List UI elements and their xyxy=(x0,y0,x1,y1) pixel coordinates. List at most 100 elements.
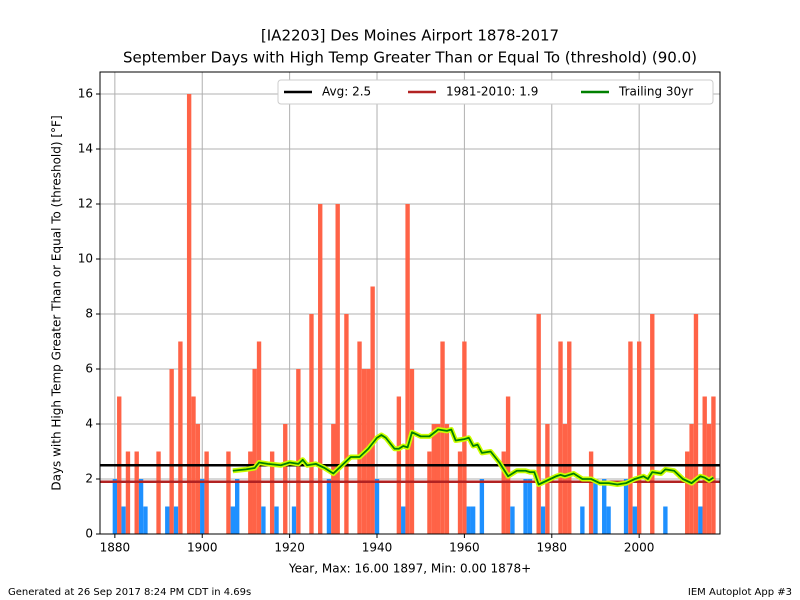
legend-label: 1981-2010: 1.9 xyxy=(446,85,538,99)
bar xyxy=(344,314,349,534)
bar xyxy=(632,506,637,534)
bar xyxy=(663,506,668,534)
bar xyxy=(562,424,568,534)
x-tick-label: 1880 xyxy=(100,541,131,555)
bar xyxy=(479,479,485,534)
bar xyxy=(527,479,533,534)
bar xyxy=(444,424,450,534)
bar xyxy=(269,451,275,534)
chart-title: [IA2203] Des Moines Airport 1878-2017 xyxy=(261,27,559,45)
bar xyxy=(440,341,445,534)
x-tick-label: 1920 xyxy=(274,541,305,555)
bar xyxy=(636,341,642,534)
bar xyxy=(523,479,528,534)
x-tick-label: 1900 xyxy=(187,541,218,555)
bar xyxy=(650,314,655,534)
bar xyxy=(689,424,694,534)
bar xyxy=(235,479,240,534)
bar xyxy=(138,479,144,534)
bar xyxy=(401,506,406,534)
y-tick-label: 0 xyxy=(85,527,93,541)
bar xyxy=(427,451,432,534)
bar xyxy=(628,341,633,534)
bar xyxy=(567,341,572,534)
bar xyxy=(134,451,139,534)
line xyxy=(232,428,714,486)
bar xyxy=(261,506,266,534)
bar xyxy=(335,204,340,534)
bar xyxy=(457,451,463,534)
footer-right: IEM Autoplot App #3 xyxy=(688,587,792,598)
bar xyxy=(200,479,205,534)
bar xyxy=(588,451,594,534)
bar xyxy=(593,479,598,534)
x-tick-label: 2000 xyxy=(624,541,655,555)
bar xyxy=(580,506,585,534)
bar xyxy=(558,341,563,534)
plot-frame xyxy=(99,71,721,535)
bar xyxy=(698,506,703,534)
bar xyxy=(283,424,288,534)
bar xyxy=(435,424,441,534)
y-tick-label: 4 xyxy=(85,417,93,431)
footer-left: Generated at 26 Sep 2017 8:24 PM CDT in … xyxy=(8,587,251,598)
x-tick-label: 1940 xyxy=(362,541,393,555)
bar xyxy=(296,369,301,534)
bar xyxy=(165,506,170,534)
bar xyxy=(169,369,174,534)
bar xyxy=(178,341,183,534)
bar xyxy=(204,451,209,534)
y-tick-label: 10 xyxy=(78,252,93,266)
bar xyxy=(510,506,515,534)
bar xyxy=(536,314,541,534)
y-tick-label: 12 xyxy=(78,197,93,211)
bar xyxy=(374,479,380,534)
bar xyxy=(112,479,118,534)
bar xyxy=(226,451,231,534)
bar xyxy=(466,506,471,534)
bar xyxy=(357,341,362,534)
bar xyxy=(125,451,131,534)
y-tick-label: 16 xyxy=(78,87,93,101)
y-tick-label: 2 xyxy=(85,472,93,486)
legend-label: Trailing 30yr xyxy=(618,85,693,99)
bar xyxy=(318,204,323,534)
bar xyxy=(405,204,410,534)
bar xyxy=(256,341,262,534)
x-tick-label: 1980 xyxy=(537,541,568,555)
bar xyxy=(501,451,506,534)
bar xyxy=(291,506,297,534)
bar xyxy=(431,424,436,534)
y-tick-label: 6 xyxy=(85,362,93,376)
bar xyxy=(121,506,126,534)
y-tick-label: 8 xyxy=(85,307,93,321)
bar xyxy=(693,314,699,534)
chart-subtitle: September Days with High Temp Greater Th… xyxy=(123,49,697,67)
bar xyxy=(186,94,192,534)
bar xyxy=(540,506,546,534)
bar xyxy=(623,479,629,534)
bar xyxy=(370,286,375,534)
bar xyxy=(309,314,314,534)
x-tick-label: 1960 xyxy=(449,541,480,555)
bar xyxy=(409,369,415,534)
y-axis-label: Days with High Temp Greater Than or Equa… xyxy=(50,115,64,490)
bar xyxy=(156,451,161,534)
bar xyxy=(252,369,257,534)
bar xyxy=(248,451,253,534)
bar xyxy=(230,506,236,534)
bar xyxy=(274,506,279,534)
legend-label: Avg: 2.5 xyxy=(322,85,371,99)
bar xyxy=(331,424,336,534)
bar xyxy=(173,506,179,534)
bar xyxy=(143,506,148,534)
x-axis-label: Year, Max: 16.00 1897, Min: 0.00 1878+ xyxy=(288,562,531,576)
bar xyxy=(606,506,611,534)
bar xyxy=(685,451,690,534)
y-tick-label: 14 xyxy=(78,142,93,156)
bar xyxy=(195,424,201,534)
bar xyxy=(602,479,607,534)
bar xyxy=(326,479,332,534)
bar xyxy=(470,506,476,534)
